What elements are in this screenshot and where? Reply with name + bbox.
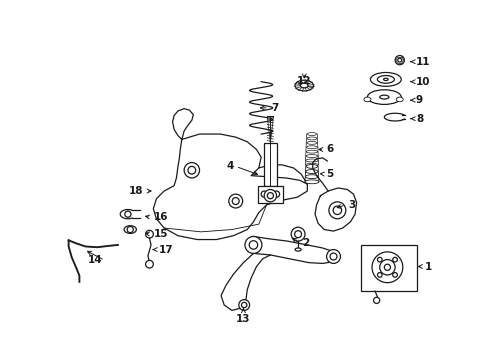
Text: 17: 17 (159, 244, 173, 255)
Ellipse shape (377, 76, 394, 83)
Circle shape (395, 55, 404, 65)
Circle shape (380, 260, 395, 275)
Circle shape (184, 163, 199, 178)
Text: 8: 8 (416, 114, 423, 123)
Text: 16: 16 (153, 212, 168, 222)
Circle shape (326, 249, 341, 264)
Ellipse shape (307, 137, 317, 140)
Circle shape (188, 166, 196, 174)
Circle shape (127, 226, 133, 233)
Ellipse shape (295, 248, 301, 251)
Ellipse shape (295, 80, 314, 91)
Circle shape (146, 260, 153, 268)
Circle shape (377, 273, 382, 277)
Circle shape (125, 211, 131, 217)
Circle shape (239, 300, 249, 310)
Circle shape (232, 198, 239, 204)
Circle shape (373, 297, 380, 303)
Text: 11: 11 (416, 57, 430, 67)
Text: 15: 15 (153, 229, 168, 239)
Ellipse shape (306, 159, 318, 162)
Circle shape (268, 193, 273, 199)
Ellipse shape (305, 175, 318, 179)
Ellipse shape (384, 78, 388, 81)
Ellipse shape (306, 154, 318, 158)
Circle shape (229, 194, 243, 208)
Circle shape (384, 264, 391, 270)
Ellipse shape (307, 132, 317, 135)
Bar (361, 245, 416, 291)
Text: 14: 14 (88, 255, 102, 265)
Ellipse shape (307, 146, 318, 149)
Bar (264, 143, 276, 186)
Ellipse shape (306, 170, 318, 174)
Circle shape (398, 58, 402, 62)
Ellipse shape (305, 180, 319, 184)
Circle shape (392, 273, 397, 277)
Ellipse shape (305, 163, 318, 166)
Circle shape (294, 231, 301, 238)
Text: 5: 5 (327, 169, 334, 179)
Circle shape (372, 252, 403, 283)
Ellipse shape (364, 97, 371, 102)
Circle shape (291, 227, 305, 241)
Circle shape (392, 257, 397, 262)
Text: 2: 2 (302, 238, 309, 248)
Ellipse shape (370, 72, 401, 86)
Ellipse shape (396, 97, 403, 102)
Circle shape (245, 237, 262, 253)
Circle shape (249, 241, 258, 249)
Circle shape (273, 191, 280, 197)
Ellipse shape (300, 83, 308, 88)
Text: 10: 10 (416, 77, 430, 87)
Circle shape (242, 302, 247, 308)
Text: 6: 6 (327, 144, 334, 154)
Text: 7: 7 (271, 103, 278, 113)
Circle shape (146, 230, 153, 238)
Text: 18: 18 (129, 186, 143, 196)
Ellipse shape (124, 226, 136, 233)
Ellipse shape (368, 90, 401, 104)
Text: 1: 1 (425, 261, 432, 271)
Text: 13: 13 (236, 314, 251, 324)
Ellipse shape (380, 95, 389, 99)
Circle shape (329, 202, 346, 219)
Text: 9: 9 (416, 95, 423, 105)
Ellipse shape (307, 141, 317, 144)
Text: 12: 12 (297, 76, 312, 86)
Circle shape (330, 253, 337, 260)
Circle shape (333, 206, 342, 215)
Bar (258, 186, 283, 203)
Circle shape (377, 257, 382, 262)
Text: 4: 4 (226, 161, 233, 171)
Ellipse shape (306, 165, 318, 168)
Circle shape (264, 189, 276, 202)
Circle shape (261, 191, 268, 197)
Text: 3: 3 (348, 200, 355, 210)
Ellipse shape (306, 150, 318, 153)
